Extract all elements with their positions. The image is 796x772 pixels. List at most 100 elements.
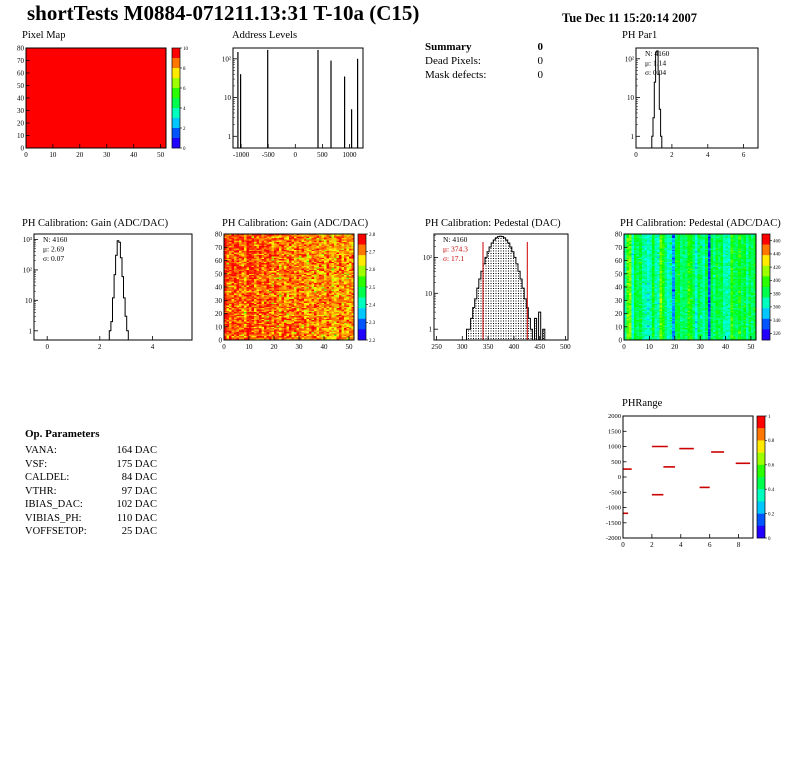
svg-text:500: 500 — [611, 459, 621, 466]
summary-label: Dead Pixels: — [425, 55, 481, 67]
svg-text:0: 0 — [21, 145, 25, 153]
svg-text:10: 10 — [627, 94, 635, 102]
svg-text:70: 70 — [215, 244, 223, 252]
gain-map-title: PH Calibration: Gain (ADC/DAC) — [222, 218, 369, 229]
svg-text:60: 60 — [615, 257, 623, 265]
svg-text:6: 6 — [742, 151, 746, 159]
svg-text:10³: 10³ — [23, 236, 32, 244]
svg-text:10: 10 — [224, 94, 232, 102]
svg-text:40: 40 — [215, 284, 223, 292]
op-param-value: 25 DAC — [121, 526, 157, 537]
svg-text:70: 70 — [615, 244, 623, 252]
svg-text:30: 30 — [103, 151, 111, 159]
address-levels-title: Address Levels — [232, 30, 298, 41]
svg-text:80: 80 — [615, 231, 623, 239]
svg-text:360: 360 — [773, 306, 781, 311]
svg-text:2.7: 2.7 — [369, 251, 376, 256]
svg-text:0.4: 0.4 — [768, 488, 775, 493]
svg-text:450: 450 — [534, 343, 545, 351]
svg-text:350: 350 — [483, 343, 494, 351]
svg-text:60: 60 — [17, 70, 25, 78]
pedestal-map-chart: 0 10 20 30 40 50 0 10 20 30 40 50 60 70 80 320 340 360 380… — [615, 231, 781, 352]
op-param-value: 175 DAC — [116, 458, 157, 470]
gain-map-chart: 0 10 20 30 40 50 0 10 20 30 40 50 60 70 80 2.2 2.3 2.4 2.5… — [215, 231, 376, 352]
op-param-row-ibias-dac: IBIAS_DAC: 102 DAC — [25, 498, 157, 512]
svg-text:0: 0 — [24, 151, 28, 159]
svg-text:0.8: 0.8 — [768, 439, 775, 444]
svg-text:50: 50 — [346, 343, 354, 351]
summary-block: Summary 0 Dead Pixels: 0 Mask defects: 0 — [425, 40, 543, 82]
op-param-row-vsf: VSF: 175 DAC — [25, 458, 157, 472]
svg-text:30: 30 — [17, 107, 25, 115]
svg-text:20: 20 — [76, 151, 84, 159]
svg-text:0: 0 — [45, 343, 49, 351]
svg-text:500: 500 — [560, 343, 571, 351]
svg-text:420: 420 — [773, 266, 781, 271]
svg-text:0: 0 — [768, 537, 771, 542]
svg-text:N: 4160: N: 4160 — [645, 49, 670, 58]
svg-text:50: 50 — [157, 151, 165, 159]
summary-title: Summary — [425, 41, 472, 53]
svg-text:-1000: -1000 — [233, 151, 250, 159]
svg-text:20: 20 — [615, 310, 623, 318]
panel-ph-par1: PH Par1 0 2 4 6 1 10 10² N: 4160 μ: 1.14 σ: 0.04 — [612, 30, 796, 170]
ph-range-chart: 0 2 4 6 8 2000 1500 1000 500 0 -500 -1000 -1500 -2000… — [606, 413, 775, 549]
svg-text:2: 2 — [183, 127, 186, 132]
svg-text:500: 500 — [317, 151, 328, 159]
op-param-row-vana: VANA: 164 DAC — [25, 444, 157, 458]
svg-text:0: 0 — [619, 337, 623, 345]
svg-text:10: 10 — [17, 132, 25, 140]
op-param-value: 102 DAC — [116, 499, 157, 510]
op-param-label: VTHR: — [25, 485, 57, 497]
svg-text:2: 2 — [670, 151, 674, 159]
pedestal-hist-title: PH Calibration: Pedestal (DAC) — [425, 218, 561, 229]
svg-text:20: 20 — [271, 343, 279, 351]
svg-text:1: 1 — [768, 415, 771, 420]
svg-text:N: 4160: N: 4160 — [43, 235, 68, 244]
svg-text:10: 10 — [646, 343, 654, 351]
svg-text:0: 0 — [222, 343, 226, 351]
svg-text:σ: 17.1: σ: 17.1 — [443, 254, 464, 263]
svg-text:50: 50 — [17, 82, 25, 90]
svg-text:10²: 10² — [222, 55, 231, 63]
summary-total: 0 — [537, 41, 544, 53]
svg-text:2.4: 2.4 — [369, 304, 376, 309]
svg-text:8: 8 — [737, 541, 741, 549]
op-param-row-voffsetop: VOFFSETOP: 25 DAC — [25, 525, 157, 539]
svg-text:80: 80 — [215, 231, 223, 239]
panel-gain-map: PH Calibration: Gain (ADC/DAC) 0 10 20 30 40… — [210, 218, 380, 360]
svg-text:10: 10 — [246, 343, 254, 351]
svg-text:70: 70 — [17, 57, 25, 65]
svg-text:2.3: 2.3 — [369, 321, 376, 326]
svg-text:0: 0 — [183, 147, 186, 152]
svg-text:0: 0 — [618, 474, 621, 481]
panel-pixel-map: Pixel Map 0 10 20 30 40 50 0 10 20 30 40 50 60 70 80 0 2… — [2, 30, 202, 170]
svg-text:0: 0 — [219, 337, 223, 345]
svg-text:320: 320 — [773, 332, 781, 337]
svg-text:1: 1 — [631, 133, 635, 141]
svg-text:20: 20 — [671, 343, 679, 351]
svg-text:20: 20 — [215, 310, 223, 318]
ph-range-title: PHRange — [622, 398, 663, 409]
svg-text:10: 10 — [215, 323, 223, 331]
panel-pedestal-map: PH Calibration: Pedestal (ADC/DAC) 0 10 20… — [610, 218, 796, 360]
ph-par1-title: PH Par1 — [622, 30, 658, 41]
op-param-value: 110 DAC — [116, 512, 157, 524]
svg-text:20: 20 — [17, 120, 25, 128]
svg-text:40: 40 — [17, 95, 25, 103]
svg-text:30: 30 — [615, 297, 623, 305]
svg-text:380: 380 — [773, 292, 781, 297]
summary-value: 0 — [537, 55, 544, 67]
timestamp: Tue Dec 11 15:20:14 2007 — [562, 11, 697, 25]
svg-text:4: 4 — [706, 151, 710, 159]
svg-text:6: 6 — [183, 87, 186, 92]
svg-text:2.8: 2.8 — [369, 233, 376, 238]
svg-text:2: 2 — [98, 343, 102, 351]
svg-text:10²: 10² — [423, 254, 432, 262]
svg-text:30: 30 — [296, 343, 304, 351]
op-param-label: VANA: — [25, 445, 57, 456]
pixel-map-chart: 0 10 20 30 40 50 0 10 20 30 40 50 60 70 80 0 2 4 6 8 10 — [17, 45, 189, 160]
svg-text:4: 4 — [151, 343, 155, 351]
